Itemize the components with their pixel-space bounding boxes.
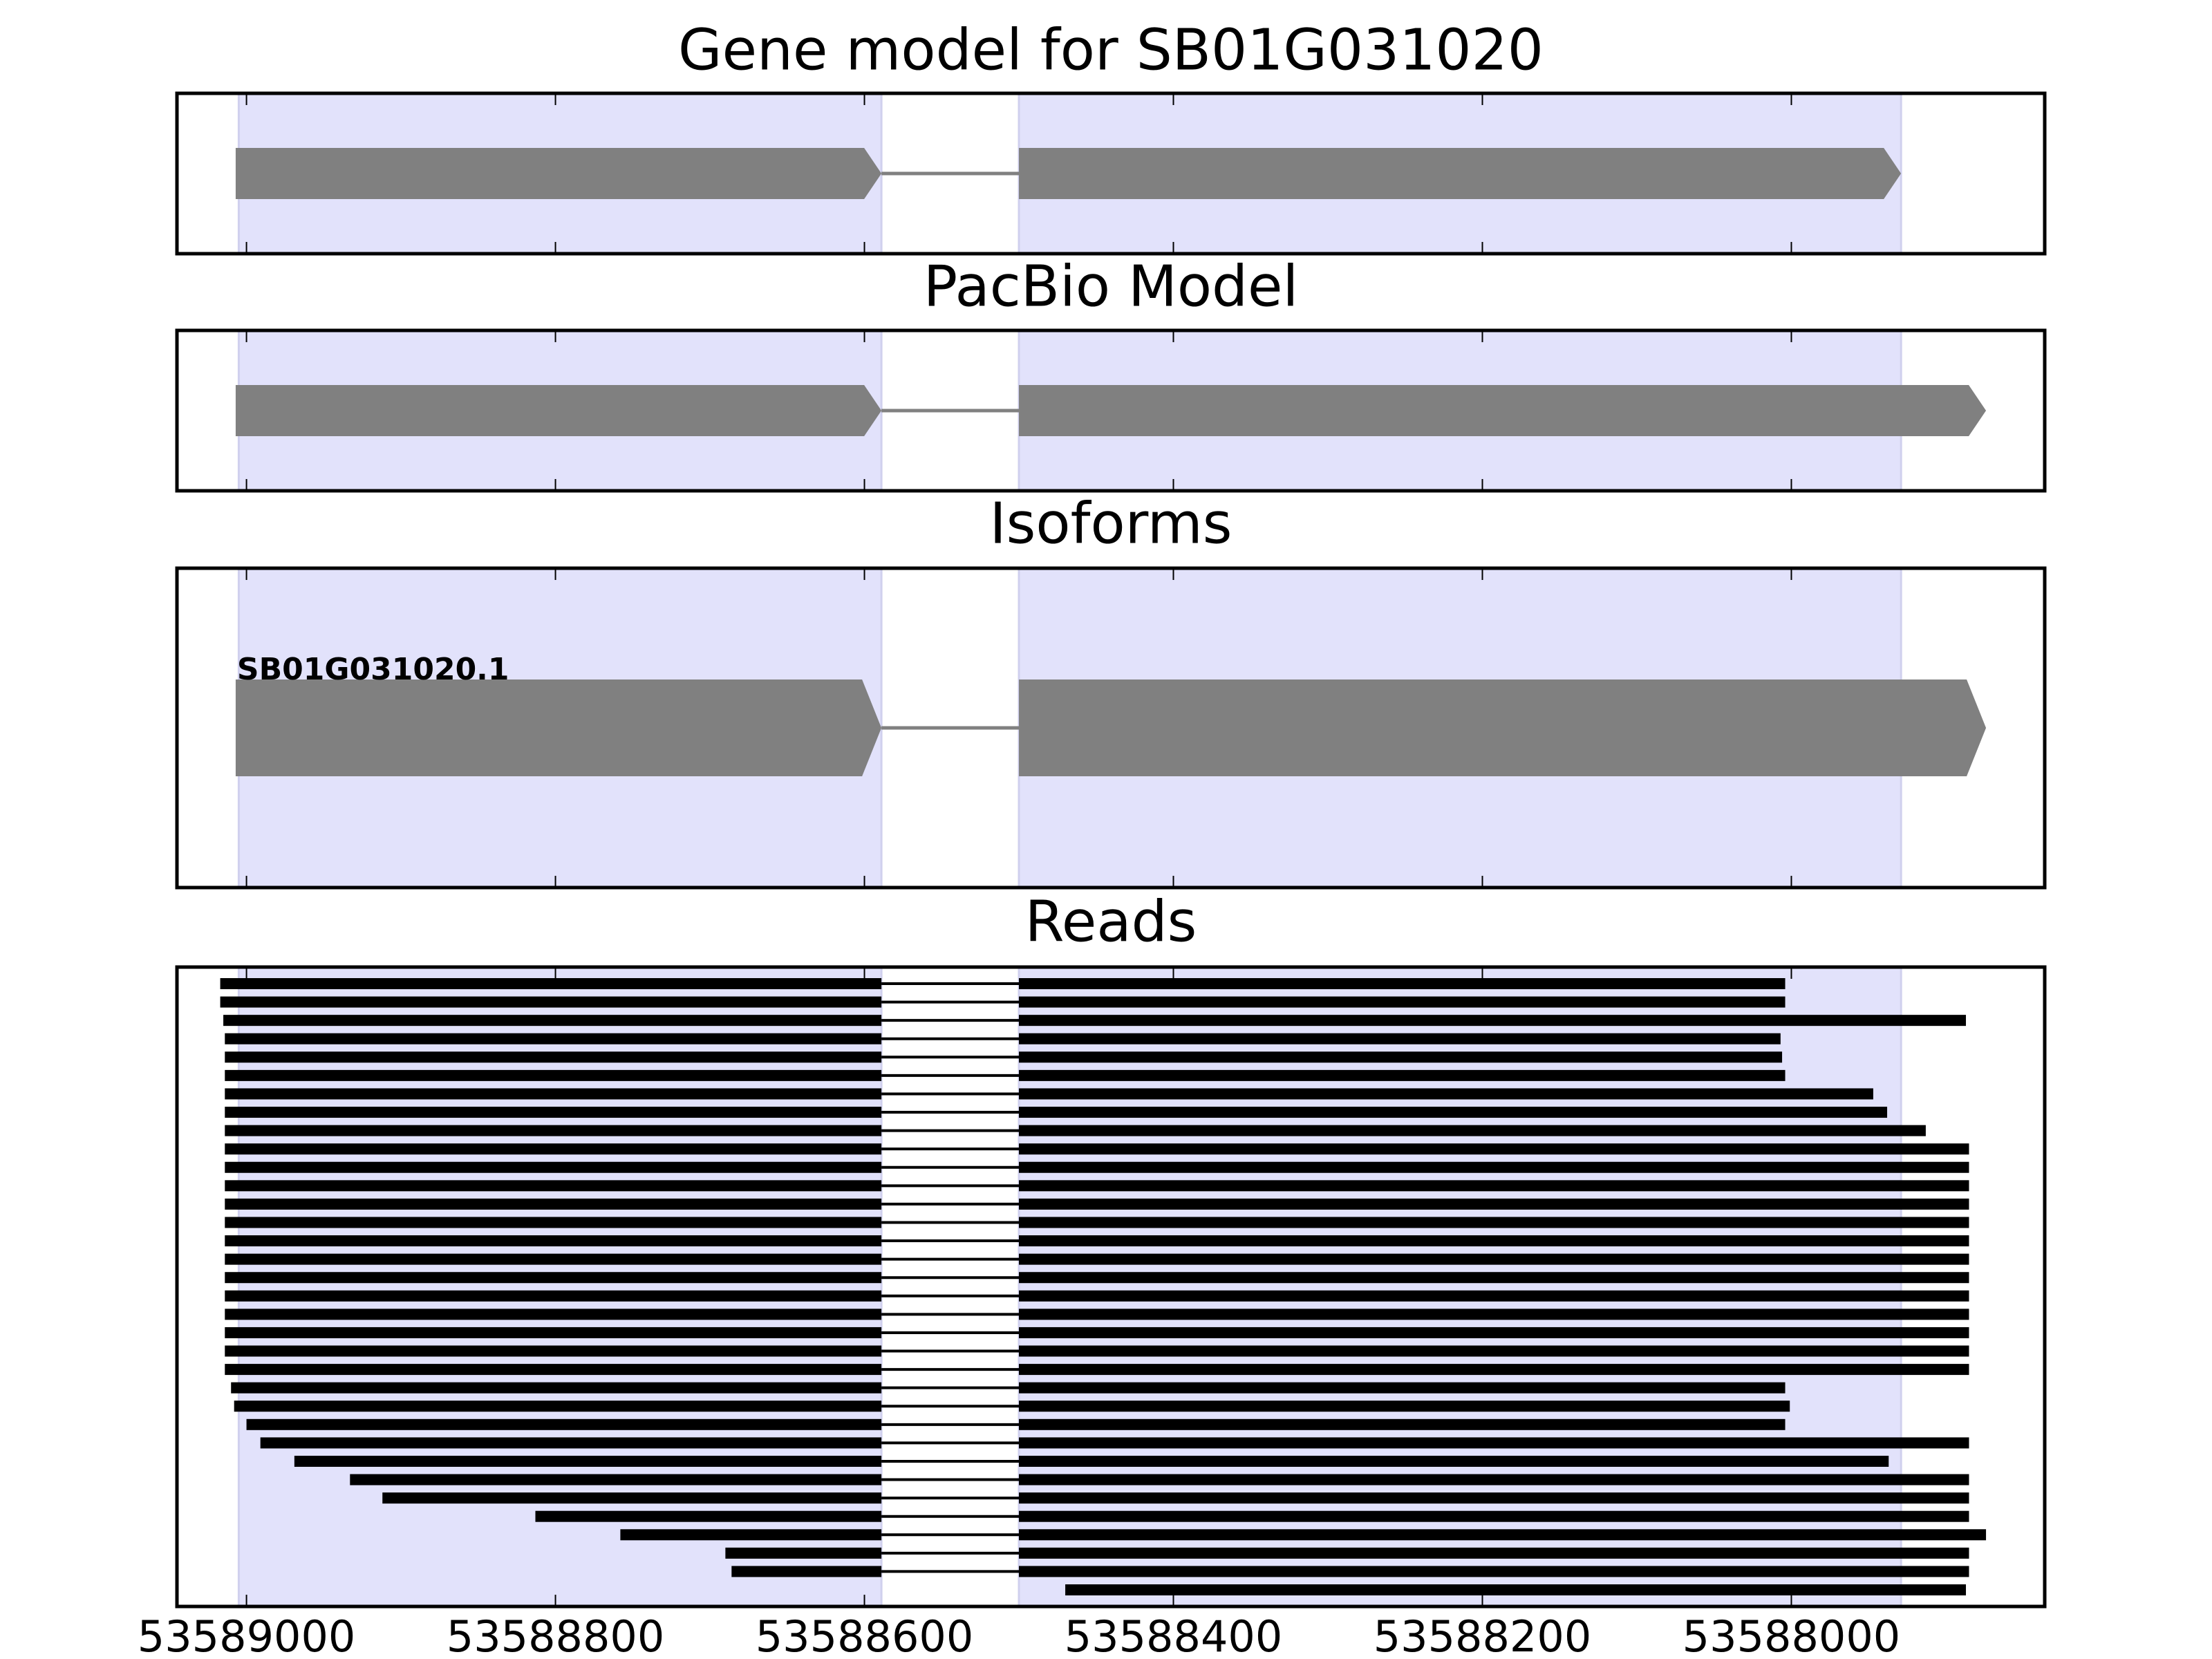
read-block [1019,1217,1969,1228]
read-block [1019,1309,1969,1320]
read-block [294,1455,882,1467]
read-block [260,1437,882,1449]
panel-title: PacBio Model [924,254,1299,319]
read-block [1019,996,1785,1008]
read-block [1019,1418,1785,1430]
read-block [223,1015,882,1027]
read-block [225,1051,882,1063]
read-block [225,1253,882,1265]
read-block [225,1125,882,1136]
read-block [220,978,882,989]
read-block [225,1033,882,1044]
x-tick-label: 53588200 [1374,1611,1592,1659]
read-block [1019,1492,1969,1504]
read-block [225,1069,882,1081]
read-block [246,1418,882,1430]
read-block [1019,1510,1969,1522]
read-block [1019,1198,1969,1210]
read-block [231,1382,882,1394]
read-block [725,1547,882,1559]
read-block [225,1309,882,1320]
x-tick-label: 53588800 [447,1611,665,1659]
x-tick-label: 53588400 [1065,1611,1283,1659]
panel-title: Reads [1025,889,1197,955]
read-block [1019,1382,1785,1394]
highlight-region [1018,966,1902,1608]
read-block [1019,1364,1969,1376]
read-block [225,1327,882,1338]
read-block [1019,1272,1969,1284]
read-block [1019,1345,1969,1357]
read-block [1019,1253,1969,1265]
read-block [1019,1455,1889,1467]
panel-frame [175,91,2047,256]
read-block [225,1088,882,1100]
read-block [1019,1400,1790,1412]
read-block [220,996,882,1008]
read-block [225,1180,882,1192]
read-block [225,1107,882,1118]
read-block [731,1566,882,1577]
read-block [1019,1107,1888,1118]
read-block [1019,1088,1873,1100]
read-block [1019,978,1785,989]
read-block [350,1474,882,1485]
read-block [1019,1290,1969,1302]
read-block [1019,1547,1969,1559]
read-block [225,1290,882,1302]
exon [1019,385,1987,436]
read-block [1019,1566,1969,1577]
read-block [234,1400,882,1412]
exon [1019,148,1902,199]
exon [235,385,882,436]
read-block [1019,1143,1969,1155]
x-tick-label: 53588600 [756,1611,974,1659]
read-block [225,1198,882,1210]
read-block [225,1217,882,1228]
read-block [1019,1235,1969,1247]
read-block [1019,1180,1969,1192]
exon [235,679,882,776]
read-block [225,1143,882,1155]
read-block [1019,1069,1785,1081]
read-block [1019,1161,1969,1173]
panel-title: Isoforms [990,491,1232,556]
panel-frame [175,566,2047,890]
read-block [1019,1051,1783,1063]
exon [235,148,882,199]
read-block [1019,1474,1969,1485]
read-block [382,1492,882,1504]
panel-title: Gene model for SB01G031020 [678,17,1544,83]
panel-frame [175,328,2047,493]
read-block [1065,1584,1967,1595]
isoform-label: SB01G031020.1 [237,652,509,687]
read-block [225,1161,882,1173]
read-block [1019,1015,1967,1027]
highlight-region [237,966,883,1608]
read-block [620,1529,882,1541]
read-block [225,1345,882,1357]
x-tick-label: 53588000 [1683,1611,1901,1659]
panel-frame [175,965,2047,1609]
x-tick-label: 53589000 [138,1611,356,1659]
read-block [1019,1327,1969,1338]
read-block [225,1235,882,1247]
read-block [1019,1033,1781,1044]
read-block [225,1272,882,1284]
read-block [535,1510,882,1522]
read-block [1019,1529,1987,1541]
read-block [1019,1437,1969,1449]
read-block [1019,1125,1926,1136]
exon [1019,679,1987,776]
read-block [225,1364,882,1376]
